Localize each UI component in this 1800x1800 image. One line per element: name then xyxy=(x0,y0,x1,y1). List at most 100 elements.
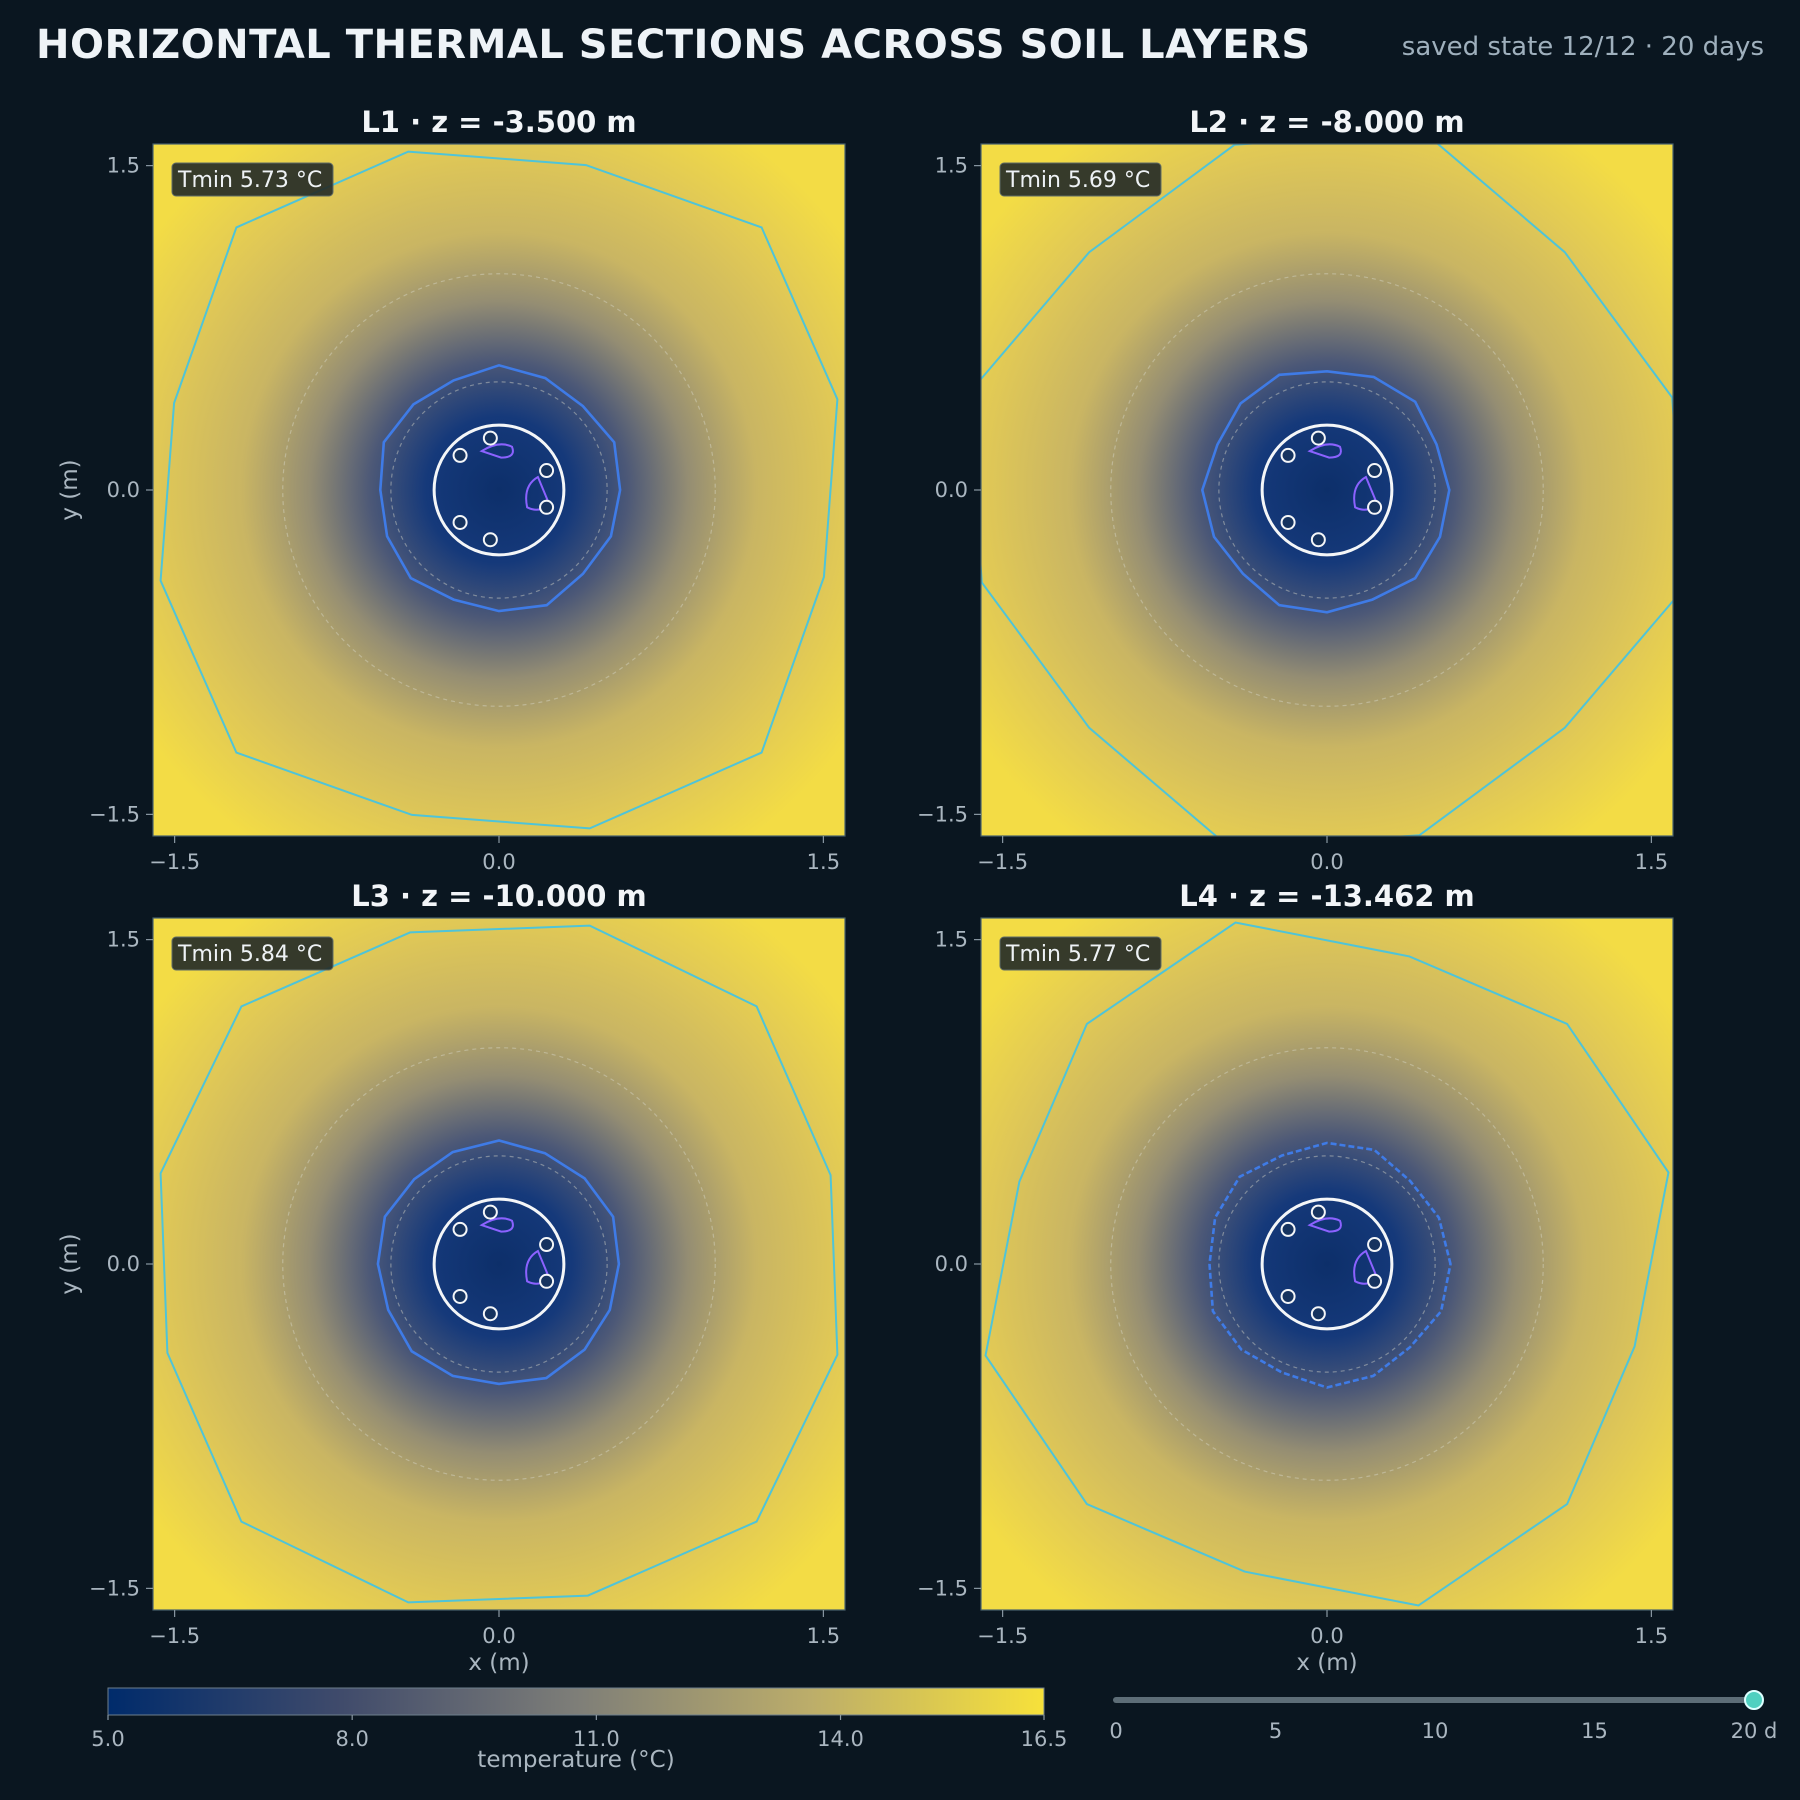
heatmap-panels: L1 · z = -3.500 m Tmin 5.73 °C −1.5 −1.5 0.0… xyxy=(57,105,1674,1676)
y-tick-label: 0.0 xyxy=(107,1252,140,1276)
pipe-5 xyxy=(452,1288,468,1304)
x-tick-label: −1.5 xyxy=(977,850,1028,874)
temperature-field xyxy=(153,144,845,836)
colorbar-tick-label: 16.5 xyxy=(1021,1727,1068,1751)
y-axis-label: y (m) xyxy=(57,459,83,520)
x-tick-label: 0.0 xyxy=(482,1624,515,1648)
borehole-wall xyxy=(1260,1197,1394,1331)
tmin-badge: Tmin 5.73 °C xyxy=(171,162,334,197)
x-axis-label: x (m) xyxy=(468,1650,529,1676)
pipe-1 xyxy=(482,430,498,446)
panel-4: L4 · z = -13.462 m Tmin 5.77 °C −1.5 −1.5 0.… xyxy=(917,879,1674,1676)
colorbar-ticks: 5.0 8.0 11.0 14.0 16.5 xyxy=(91,1715,1067,1751)
x-tick-label: 1.5 xyxy=(807,1624,840,1648)
pipe-isotherm-top xyxy=(479,443,514,459)
panel-overlays xyxy=(984,921,1670,1607)
panel-overlays xyxy=(159,924,839,1604)
slider-ticks: 0 5 10 15 20 d xyxy=(1109,1719,1777,1743)
y-tick-label: 1.5 xyxy=(107,928,140,952)
pipe-4 xyxy=(1367,499,1383,515)
x-tick-label: −1.5 xyxy=(977,1624,1028,1648)
y-tick-label: 0.0 xyxy=(935,1252,968,1276)
panel-title: L3 · z = -10.000 m xyxy=(351,879,647,913)
x-tick-label: −1.5 xyxy=(149,850,200,874)
tmin-badge-bg xyxy=(999,936,1162,971)
tmin-badge-bg xyxy=(171,936,334,971)
pipe-3 xyxy=(1367,1237,1383,1253)
temperature-field xyxy=(981,144,1673,836)
pipe-1 xyxy=(1310,1204,1326,1220)
pipe-3 xyxy=(539,463,555,479)
colorbar-tick-label: 14.0 xyxy=(817,1727,864,1751)
tmin-label: Tmin 5.69 °C xyxy=(1005,168,1150,193)
pipe-isotherm-top xyxy=(1307,443,1342,459)
colorbar-label: temperature (°C) xyxy=(477,1747,674,1773)
saved-state-label: saved state 12/12 · 20 days xyxy=(1401,32,1764,62)
panel-2: L2 · z = -8.000 m Tmin 5.69 °C −1.5 −1.5 0.0… xyxy=(917,105,1674,874)
slider-tick-label: 5 xyxy=(1269,1719,1282,1743)
tmin-label: Tmin 5.77 °C xyxy=(1005,942,1150,967)
colorbar-tick-label: 8.0 xyxy=(335,1727,368,1751)
panel-3: L3 · z = -10.000 m Tmin 5.84 °C −1.5 −1.5 0.… xyxy=(57,879,846,1676)
tmin-label: Tmin 5.84 °C xyxy=(177,942,322,967)
pipe-6 xyxy=(482,532,498,548)
x-tick-label: 1.5 xyxy=(1635,1624,1668,1648)
pipe-1 xyxy=(1310,430,1326,446)
inner-isotherm xyxy=(378,363,622,613)
panel-title: L2 · z = -8.000 m xyxy=(1189,105,1464,139)
y-tick-label: −1.5 xyxy=(917,802,968,826)
tmin-badge-bg xyxy=(999,162,1162,197)
pipe-3 xyxy=(539,1237,555,1253)
slider-tick-label: 20 d xyxy=(1731,1719,1778,1743)
temperature-field xyxy=(153,918,845,1610)
panel-overlays xyxy=(981,144,1673,836)
colorbar: 5.0 8.0 11.0 14.0 16.5 temperature (°C) xyxy=(91,1687,1067,1773)
x-tick-label: 0.0 xyxy=(1310,1624,1343,1648)
y-tick-label: 0.0 xyxy=(935,478,968,502)
y-tick-label: 1.5 xyxy=(107,154,140,178)
x-tick-label: 1.5 xyxy=(807,850,840,874)
outer-isotherm xyxy=(159,924,839,1604)
y-tick-label: 0.0 xyxy=(107,478,140,502)
temperature-field xyxy=(981,918,1673,1610)
tmin-badge: Tmin 5.84 °C xyxy=(171,936,334,971)
y-tick-label: −1.5 xyxy=(89,1576,140,1600)
dashed-ring-2 xyxy=(282,1047,716,1481)
pipe-2 xyxy=(1280,447,1296,463)
y-tick-label: −1.5 xyxy=(917,1576,968,1600)
colorbar-tick-label: 11.0 xyxy=(573,1727,620,1751)
pipe-3 xyxy=(1367,463,1383,479)
pipe-4 xyxy=(539,499,555,515)
dashed-ring-2 xyxy=(282,273,716,707)
slider-tick-label: 15 xyxy=(1581,1719,1608,1743)
time-slider[interactable]: 0 5 10 15 20 d xyxy=(1109,1690,1777,1743)
colorbar-gradient xyxy=(107,1687,1045,1716)
outer-isotherm xyxy=(984,921,1670,1607)
panel-title: L4 · z = -13.462 m xyxy=(1179,879,1475,913)
y-axis-label: y (m) xyxy=(57,1233,83,1294)
pipe-2 xyxy=(452,447,468,463)
x-tick-label: 1.5 xyxy=(1635,850,1668,874)
pipe-4 xyxy=(539,1273,555,1289)
pipe-6 xyxy=(1310,1306,1326,1322)
dashed-ring-2 xyxy=(1110,1047,1544,1481)
x-tick-label: 0.0 xyxy=(1310,850,1343,874)
pipe-isotherm-top xyxy=(479,1217,514,1233)
y-tick-label: 1.5 xyxy=(935,928,968,952)
borehole-wall xyxy=(432,1197,566,1331)
pipe-6 xyxy=(482,1306,498,1322)
page-title: HORIZONTAL THERMAL SECTIONS ACROSS SOIL … xyxy=(36,22,1311,68)
borehole-wall xyxy=(1260,423,1394,557)
panel-1: L1 · z = -3.500 m Tmin 5.73 °C −1.5 −1.5 0.0… xyxy=(57,105,846,874)
slider-handle[interactable] xyxy=(1744,1690,1764,1710)
pipe-1 xyxy=(482,1204,498,1220)
outer-isotherm xyxy=(159,150,839,830)
dashed-ring-2 xyxy=(1110,273,1544,707)
slider-tick-label: 10 xyxy=(1422,1719,1449,1743)
pipe-5 xyxy=(1280,514,1296,530)
tmin-label: Tmin 5.73 °C xyxy=(177,168,322,193)
inner-isotherm xyxy=(1200,369,1451,614)
dashed-ring-1 xyxy=(1218,1155,1436,1373)
dashed-ring-1 xyxy=(390,381,608,599)
